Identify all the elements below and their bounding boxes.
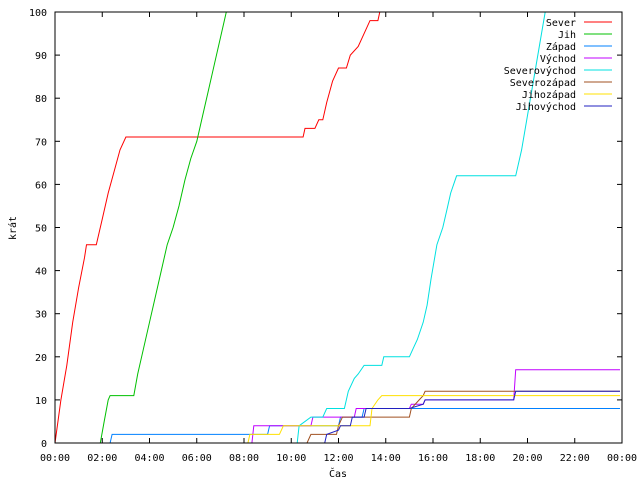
y-tick-label: 30 xyxy=(35,310,47,321)
x-tick-label: 22:00 xyxy=(560,453,590,464)
x-tick-label: 10:00 xyxy=(276,453,306,464)
legend-label: Východ xyxy=(540,53,576,65)
series-lines xyxy=(54,11,620,444)
y-tick-label: 60 xyxy=(35,180,47,191)
y-tick-label: 10 xyxy=(35,396,47,407)
x-axis-ticks: 00:00 02:00 04:00 06:00 08:00 10:00 12:00 14:00… xyxy=(40,12,637,464)
x-axis-label: Čas xyxy=(329,467,347,480)
series-line xyxy=(247,395,620,444)
y-tick-label: 70 xyxy=(35,137,47,148)
x-tick-label: 12:00 xyxy=(323,453,353,464)
series-line xyxy=(99,11,227,444)
y-tick-label: 40 xyxy=(35,267,47,278)
x-tick-label: 14:00 xyxy=(371,453,401,464)
y-tick-label: 0 xyxy=(41,439,47,450)
legend-label: Jihovýchod xyxy=(516,101,576,113)
series-line xyxy=(251,369,620,444)
y-tick-label: 20 xyxy=(35,353,47,364)
x-tick-label: 00:00 xyxy=(40,453,70,464)
series-line xyxy=(306,390,620,444)
y-tick-label: 100 xyxy=(29,8,47,19)
legend-label: Severovýchod xyxy=(504,65,576,77)
y-axis-label: krát xyxy=(7,216,19,240)
y-axis-ticks: 0 10 20 30 40 50 60 70 80 90 100 xyxy=(29,8,622,450)
legend-label: Jih xyxy=(558,30,576,41)
series-line xyxy=(324,390,620,444)
y-tick-label: 90 xyxy=(35,51,47,62)
series-line xyxy=(296,11,546,444)
y-tick-label: 50 xyxy=(35,224,47,235)
legend-label: Západ xyxy=(546,41,576,53)
x-tick-label: 02:00 xyxy=(87,453,117,464)
x-tick-label: 16:00 xyxy=(418,453,448,464)
series-line xyxy=(54,11,381,444)
x-tick-label: 20:00 xyxy=(512,453,542,464)
legend: SeverJihZápadVýchodSeverovýchodSeverozáp… xyxy=(504,18,612,113)
y-tick-label: 80 xyxy=(35,94,47,105)
legend-label: Sever xyxy=(546,18,576,29)
x-tick-label: 04:00 xyxy=(134,453,164,464)
legend-label: Jihozápad xyxy=(522,89,576,101)
x-tick-label: 00:00 xyxy=(607,453,637,464)
legend-label: Severozápad xyxy=(510,77,576,89)
x-tick-label: 18:00 xyxy=(465,453,495,464)
x-tick-label: 06:00 xyxy=(182,453,212,464)
x-tick-label: 08:00 xyxy=(229,453,259,464)
